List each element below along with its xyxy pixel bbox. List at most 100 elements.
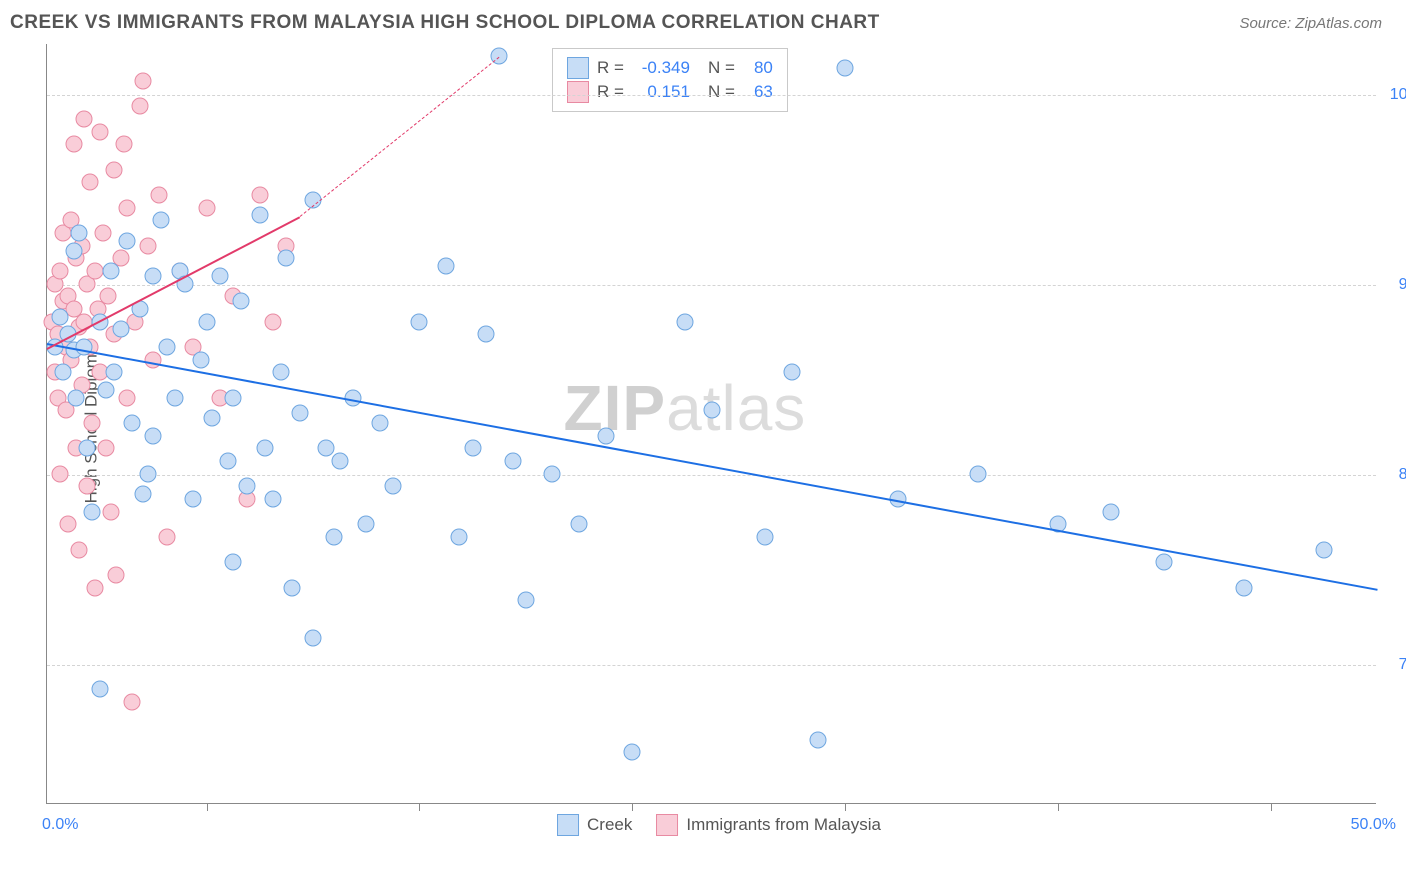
scatter-point xyxy=(970,465,987,482)
scatter-point xyxy=(1315,541,1332,558)
scatter-point xyxy=(78,478,95,495)
scatter-point xyxy=(158,529,175,546)
x-tick xyxy=(1271,803,1272,811)
legend-label: Immigrants from Malaysia xyxy=(686,815,881,835)
scatter-point xyxy=(810,731,827,748)
y-tick-label: 92.5% xyxy=(1384,276,1406,294)
scatter-point xyxy=(225,389,242,406)
footer-legend: Creek Immigrants from Malaysia xyxy=(557,814,881,836)
scatter-point xyxy=(251,207,268,224)
scatter-point xyxy=(124,693,141,710)
stat-N-value: 80 xyxy=(743,58,773,78)
scatter-point xyxy=(305,630,322,647)
scatter-point xyxy=(118,389,135,406)
scatter-point xyxy=(326,529,343,546)
scatter-point xyxy=(185,491,202,508)
scatter-point xyxy=(97,440,114,457)
scatter-point xyxy=(92,681,109,698)
scatter-point xyxy=(97,382,114,399)
scatter-point xyxy=(166,389,183,406)
scatter-point xyxy=(118,199,135,216)
scatter-point xyxy=(517,592,534,609)
scatter-point xyxy=(358,516,375,533)
y-tick-label: 100.0% xyxy=(1384,86,1406,104)
stat-N-value: 63 xyxy=(743,82,773,102)
scatter-point xyxy=(86,263,103,280)
scatter-point xyxy=(108,567,125,584)
scatter-point xyxy=(153,212,170,229)
scatter-point xyxy=(704,402,721,419)
x-tick xyxy=(419,803,420,811)
stat-R-label: R = xyxy=(597,58,624,78)
scatter-point xyxy=(52,308,69,325)
y-tick-label: 85.0% xyxy=(1384,466,1406,484)
scatter-point xyxy=(134,485,151,502)
trend-line-dashed xyxy=(299,57,499,217)
stats-row: R =0.151N =63 xyxy=(567,81,773,103)
scatter-point xyxy=(411,313,428,330)
scatter-point xyxy=(100,288,117,305)
scatter-point xyxy=(65,242,82,259)
scatter-point xyxy=(1103,503,1120,520)
legend-swatch xyxy=(557,814,579,836)
scatter-point xyxy=(102,263,119,280)
source-label: Source: ZipAtlas.com xyxy=(1239,15,1382,32)
scatter-point xyxy=(198,313,215,330)
scatter-point xyxy=(283,579,300,596)
x-tick xyxy=(207,803,208,811)
legend-label: Creek xyxy=(587,815,632,835)
scatter-point xyxy=(233,293,250,310)
scatter-point xyxy=(384,478,401,495)
scatter-point xyxy=(193,351,210,368)
scatter-point xyxy=(438,257,455,274)
scatter-point xyxy=(84,415,101,432)
scatter-point xyxy=(571,516,588,533)
scatter-point xyxy=(150,187,167,204)
scatter-point xyxy=(331,453,348,470)
scatter-point xyxy=(1236,579,1253,596)
grid-line xyxy=(47,95,1376,96)
plot-region: ZIPatlas R =-0.349N =80R =0.151N =63 77.… xyxy=(46,44,1376,804)
scatter-point xyxy=(251,187,268,204)
scatter-point xyxy=(52,465,69,482)
scatter-point xyxy=(597,427,614,444)
x-tick xyxy=(845,803,846,811)
stat-R-value: -0.349 xyxy=(632,58,690,78)
scatter-point xyxy=(371,415,388,432)
scatter-point xyxy=(544,465,561,482)
stat-R-label: R = xyxy=(597,82,624,102)
scatter-point xyxy=(291,404,308,421)
scatter-point xyxy=(757,529,774,546)
y-tick-label: 77.5% xyxy=(1384,656,1406,674)
x-tick xyxy=(1058,803,1059,811)
scatter-point xyxy=(273,364,290,381)
scatter-point xyxy=(92,123,109,140)
scatter-point xyxy=(70,541,87,558)
scatter-point xyxy=(94,225,111,242)
scatter-point xyxy=(677,313,694,330)
scatter-point xyxy=(134,73,151,90)
scatter-point xyxy=(70,225,87,242)
scatter-point xyxy=(219,453,236,470)
scatter-point xyxy=(257,440,274,457)
scatter-point xyxy=(451,529,468,546)
scatter-point xyxy=(124,415,141,432)
legend-swatch xyxy=(567,57,589,79)
scatter-point xyxy=(105,364,122,381)
scatter-point xyxy=(140,465,157,482)
scatter-point xyxy=(60,516,77,533)
scatter-point xyxy=(477,326,494,343)
scatter-point xyxy=(783,364,800,381)
scatter-point xyxy=(52,263,69,280)
scatter-point xyxy=(1156,554,1173,571)
scatter-point xyxy=(203,409,220,426)
trend-line xyxy=(47,343,1377,591)
scatter-point xyxy=(238,478,255,495)
x-axis-min-label: 0.0% xyxy=(42,816,78,834)
scatter-point xyxy=(118,232,135,249)
scatter-point xyxy=(158,339,175,356)
legend-item: Immigrants from Malaysia xyxy=(656,814,881,836)
scatter-point xyxy=(624,744,641,761)
grid-line xyxy=(47,475,1376,476)
stats-row: R =-0.349N =80 xyxy=(567,57,773,79)
